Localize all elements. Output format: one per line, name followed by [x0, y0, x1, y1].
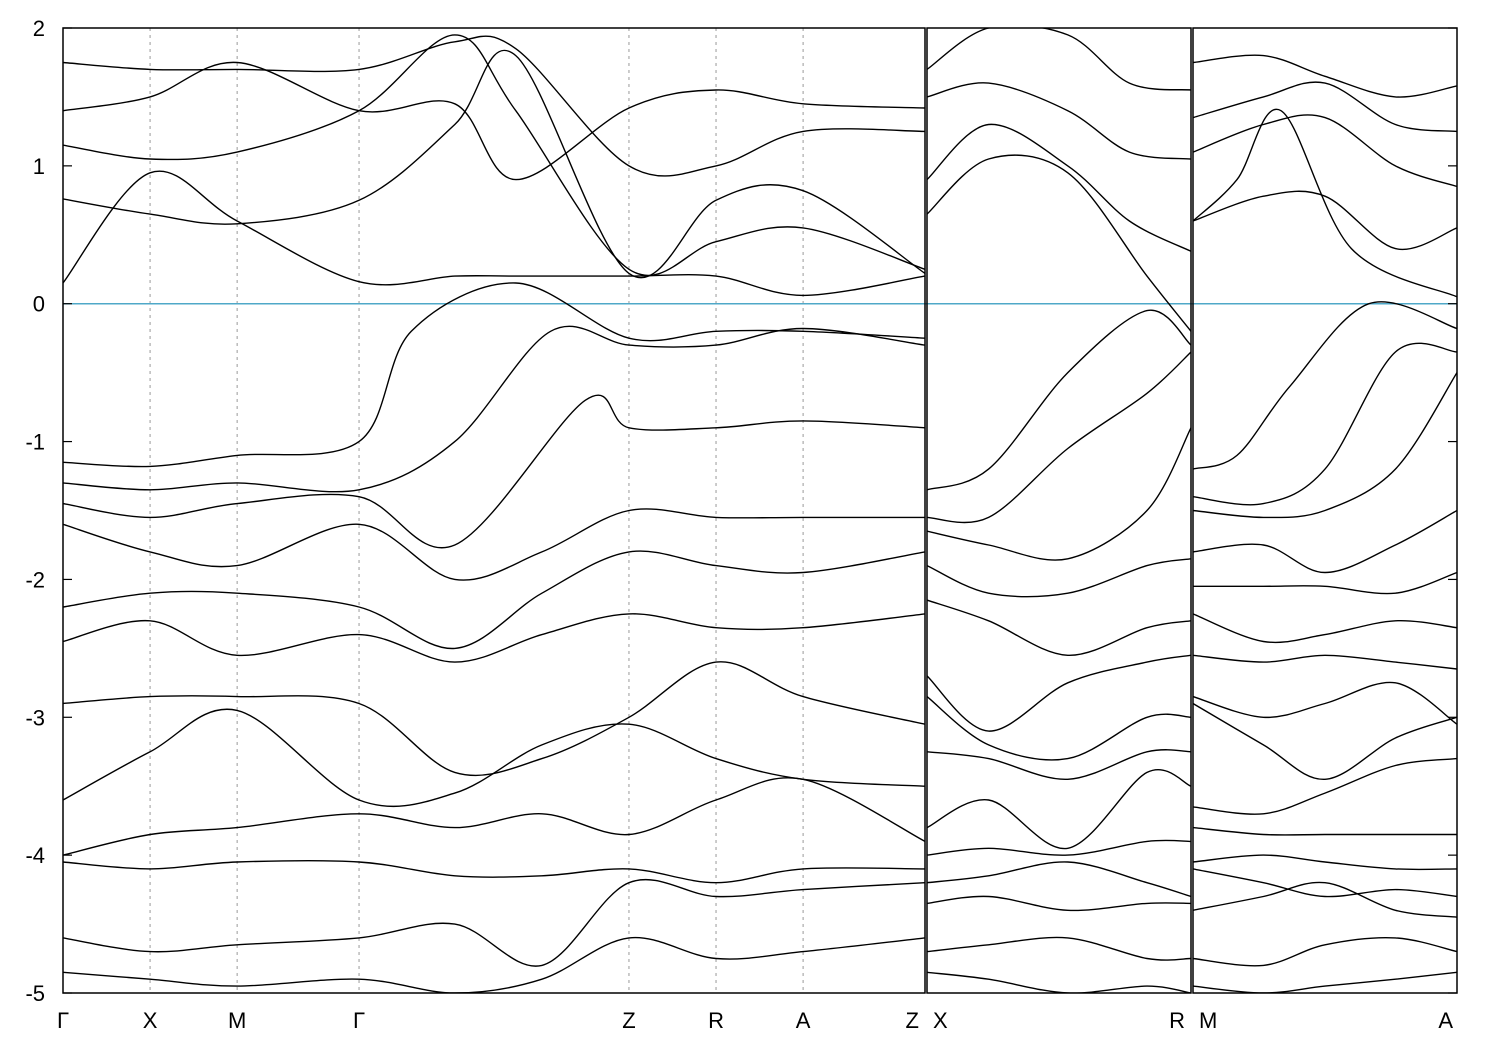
band-line	[63, 35, 925, 177]
band-line	[63, 708, 925, 808]
band-line	[1193, 868, 1457, 898]
band-line	[927, 861, 1191, 898]
band-line	[63, 170, 925, 297]
panel-frame-2	[926, 27, 1192, 994]
band-line	[927, 936, 1191, 961]
band-line	[927, 351, 1191, 524]
band-line	[927, 599, 1191, 657]
band-line	[1193, 81, 1457, 133]
band-line	[1193, 881, 1457, 918]
band-line	[63, 61, 925, 181]
y-tick-label: -4	[25, 843, 45, 868]
kpoint-label: A	[796, 1008, 811, 1033]
y-tick-label: -2	[25, 567, 45, 592]
band-line	[63, 550, 925, 650]
band-line	[1193, 571, 1457, 595]
band-line	[1193, 757, 1457, 815]
band-line	[63, 859, 925, 884]
band-panel-1	[63, 34, 925, 993]
band-line	[63, 394, 925, 549]
kpoint-label: M	[1199, 1008, 1217, 1033]
y-tick-label: -5	[25, 981, 45, 1006]
band-line	[927, 123, 1191, 252]
band-line	[927, 895, 1191, 912]
y-tick-label: -3	[25, 705, 45, 730]
kpoint-label: A	[1438, 1008, 1453, 1033]
band-line	[927, 971, 1191, 993]
band-line	[1193, 108, 1457, 298]
band-line	[1193, 301, 1457, 470]
panel-frame-1	[62, 27, 926, 994]
band-line	[927, 749, 1191, 781]
band-line	[927, 769, 1191, 850]
band-line	[63, 936, 925, 993]
kpoint-label: Z	[622, 1008, 635, 1033]
band-panel-3	[1193, 54, 1457, 993]
band-line	[1193, 936, 1457, 967]
kpoint-label: R	[708, 1008, 724, 1033]
y-tick-label: 1	[33, 154, 45, 179]
band-line	[927, 309, 1191, 491]
band-line	[1193, 372, 1457, 519]
band-line	[63, 878, 925, 967]
band-line	[1193, 971, 1457, 993]
y-tick-label: -1	[25, 430, 45, 455]
band-line	[63, 34, 925, 277]
band-line	[927, 839, 1191, 856]
kpoint-label: R	[1169, 1008, 1185, 1033]
band-line	[927, 427, 1191, 561]
band-line	[1193, 54, 1457, 98]
band-line	[1193, 190, 1457, 251]
y-tick-label: 0	[33, 292, 45, 317]
band-line	[1193, 342, 1457, 506]
band-line	[927, 558, 1191, 598]
band-line	[1193, 613, 1457, 644]
kpoint-label: Γ	[353, 1008, 365, 1033]
band-line	[927, 82, 1191, 160]
band-line	[927, 696, 1191, 761]
band-line	[63, 777, 925, 856]
kpoint-label: X	[143, 1008, 158, 1033]
band-panel-2	[927, 28, 1191, 993]
band-line	[1193, 681, 1457, 725]
y-tick-label: 2	[33, 16, 45, 41]
band-line	[927, 28, 1191, 91]
kpoint-label: Γ	[57, 1008, 69, 1033]
band-line	[927, 654, 1191, 732]
kpoint-label: X	[933, 1008, 948, 1033]
panel-frame-3	[1192, 27, 1458, 994]
band-line	[1193, 114, 1457, 188]
band-line	[63, 49, 925, 279]
kpoint-label: Z	[906, 1008, 919, 1033]
band-line	[63, 282, 925, 468]
band-line	[63, 325, 925, 493]
kpoint-label: M	[228, 1008, 246, 1033]
band-line	[927, 154, 1191, 332]
band-line	[63, 661, 925, 777]
band-line	[1193, 702, 1457, 781]
band-line	[63, 613, 925, 663]
band-line	[63, 508, 925, 581]
band-line	[1193, 854, 1457, 871]
band-line	[1193, 509, 1457, 574]
band-line	[1193, 826, 1457, 836]
band-line	[1193, 654, 1457, 670]
